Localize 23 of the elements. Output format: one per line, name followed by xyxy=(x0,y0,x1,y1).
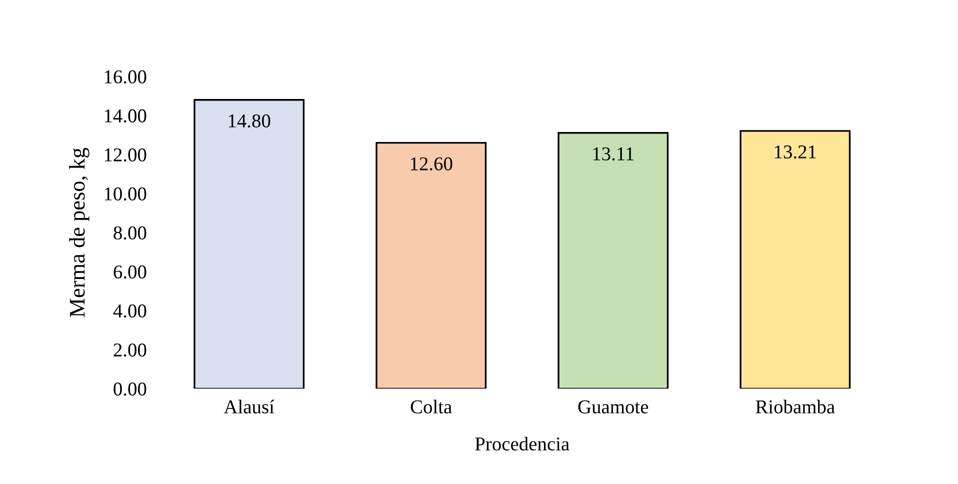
y-tick-label: 12.00 xyxy=(104,148,146,162)
bar xyxy=(740,130,851,389)
y-axis-title: Merma de peso, kg xyxy=(69,148,90,318)
x-tick-label: Colta xyxy=(410,400,452,414)
x-axis-title: Procedencia xyxy=(475,436,570,451)
y-tick-label: 2.00 xyxy=(114,343,146,357)
y-tick-label: 4.00 xyxy=(113,304,146,318)
data-label: 12.60 xyxy=(410,157,452,170)
bar xyxy=(558,132,669,389)
data-label: 13.21 xyxy=(774,145,816,159)
y-tick-label: 0.00 xyxy=(114,382,146,396)
y-tick-label: 6.00 xyxy=(114,265,146,279)
y-tick-label: 14.00 xyxy=(104,109,146,123)
bar xyxy=(194,99,305,389)
data-label: 13.11 xyxy=(593,147,634,161)
y-tick-label: 8.00 xyxy=(114,226,146,240)
y-tick-label: 10.00 xyxy=(104,187,146,201)
data-label: 14.80 xyxy=(228,114,270,128)
x-tick-label: Guamote xyxy=(578,400,648,414)
y-tick-label: 16.00 xyxy=(104,70,146,84)
x-tick-label: Alausí xyxy=(224,400,274,414)
x-tick-label: Riobamba xyxy=(756,400,835,414)
bar xyxy=(376,142,487,389)
